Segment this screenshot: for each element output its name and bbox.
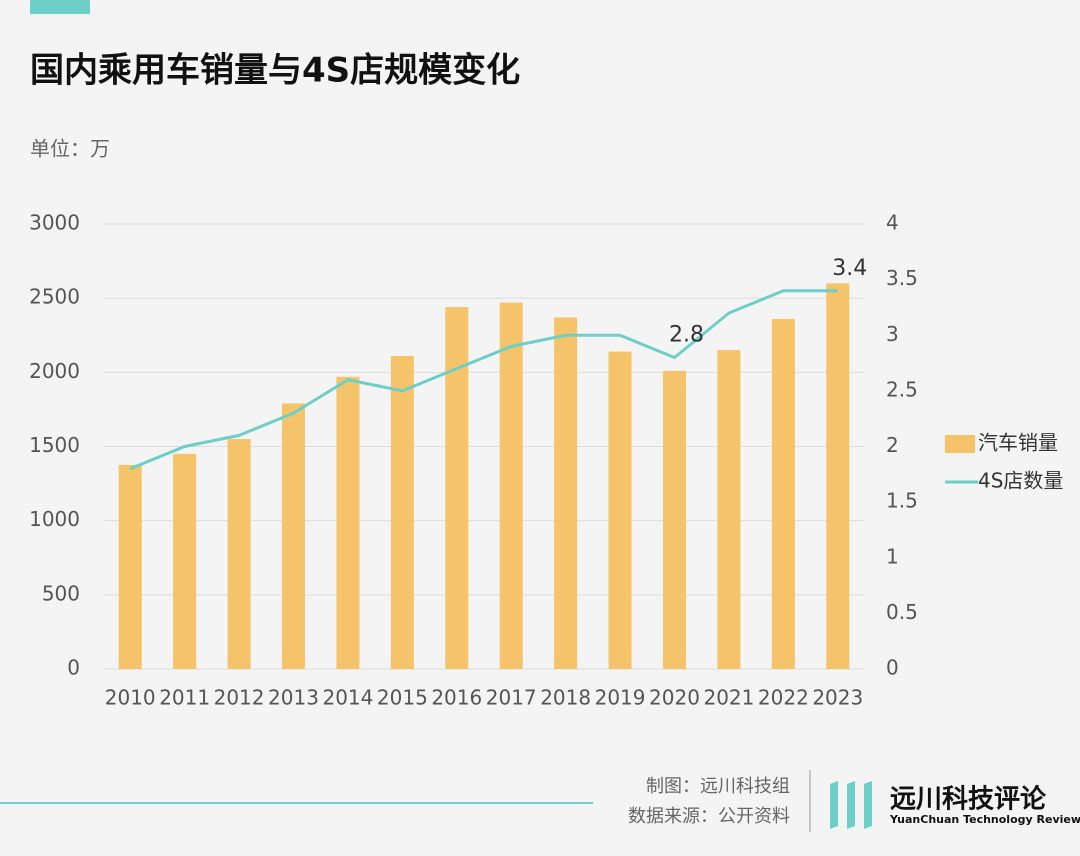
y-tick-label: 500 — [42, 581, 80, 605]
y2-tick-label: 0 — [886, 656, 899, 680]
y2-tick-label: 3 — [886, 322, 899, 346]
y-tick-label: 1500 — [29, 433, 80, 457]
x-tick-label: 2017 — [486, 686, 537, 710]
x-tick-label: 2023 — [812, 686, 863, 710]
y2-tick-label: 2 — [886, 433, 899, 457]
y-tick-label: 0 — [67, 656, 80, 680]
subtitle: 单位：万 — [30, 137, 110, 161]
x-tick-label: 2020 — [649, 686, 700, 710]
bar — [554, 317, 578, 669]
legend-label: 4S店数量 — [978, 469, 1063, 493]
y2-tick-label: 4 — [886, 211, 899, 235]
x-tick-label: 2019 — [595, 686, 646, 710]
data-label: 2.8 — [669, 323, 704, 348]
bar — [717, 350, 741, 669]
bar — [282, 403, 305, 669]
data-label: 3.4 — [832, 256, 867, 281]
y2-tick-label: 1.5 — [886, 489, 918, 513]
bar — [118, 464, 142, 669]
x-tick-label: 2010 — [105, 686, 156, 710]
x-tick-label: 2022 — [758, 686, 809, 710]
logo — [830, 781, 872, 829]
y2-tick-label: 0.5 — [886, 600, 918, 624]
brand: 远川科技评论 — [890, 785, 1047, 815]
bar — [336, 376, 360, 669]
y-tick-label: 2500 — [29, 285, 80, 309]
x-tick-label: 2011 — [159, 686, 210, 710]
legend-label: 汽车销量 — [978, 431, 1058, 455]
x-tick-label: 2018 — [540, 686, 591, 710]
y2-tick-label: 1 — [886, 544, 899, 568]
bar — [771, 318, 795, 669]
bar — [499, 302, 523, 669]
x-tick-label: 2016 — [431, 686, 482, 710]
y2-tick-label: 3.5 — [886, 266, 918, 290]
source: 数据来源：公开资料 — [628, 806, 790, 827]
bar — [445, 307, 469, 669]
bar — [663, 370, 686, 669]
y-tick-label: 1000 — [29, 507, 80, 531]
y-tick-label: 2000 — [29, 359, 80, 383]
legend-swatch — [945, 435, 975, 453]
x-tick-label: 2014 — [322, 686, 373, 710]
y-tick-label: 3000 — [29, 211, 80, 235]
bar — [826, 283, 850, 669]
x-tick-label: 2012 — [214, 686, 265, 710]
accent-bar — [30, 0, 90, 14]
x-tick-label: 2021 — [703, 686, 754, 710]
credit: 制图：远川科技组 — [646, 776, 790, 797]
bar — [390, 356, 414, 669]
brand-en: YuanChuan Technology Review — [889, 813, 1080, 826]
y2-tick-label: 2.5 — [886, 377, 918, 401]
bar — [608, 351, 632, 669]
x-tick-label: 2015 — [377, 686, 428, 710]
chart-title: 国内乘用车销量与4S店规模变化 — [30, 51, 520, 91]
line — [129, 289, 838, 471]
bar — [173, 453, 197, 669]
x-tick-label: 2013 — [268, 686, 319, 710]
bar — [227, 439, 251, 669]
